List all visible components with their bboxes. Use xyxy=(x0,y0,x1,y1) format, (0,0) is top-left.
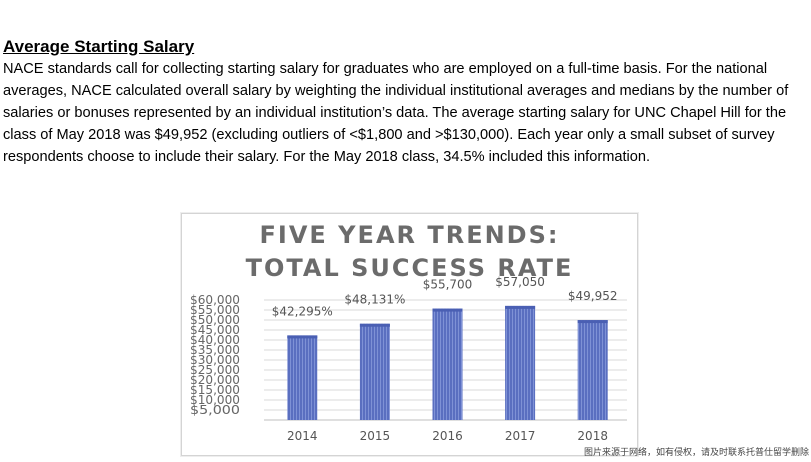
bar xyxy=(505,305,536,420)
y-tick-label: $10,000 xyxy=(190,393,240,407)
bar-top-edge xyxy=(577,320,608,324)
x-tick-label: 2014 xyxy=(287,429,318,443)
bar xyxy=(359,323,390,420)
data-label: $55,700 xyxy=(423,278,473,292)
body-paragraph: NACE standards call for collecting start… xyxy=(3,61,789,165)
data-label: $48,131% xyxy=(344,293,405,307)
document-body: Average Starting Salary NACE standards c… xyxy=(3,36,807,168)
y-tick-label: $50,000 xyxy=(190,313,240,327)
y-tick-label: $40,000 xyxy=(190,333,240,347)
data-label: $42,295% xyxy=(272,304,333,318)
bar xyxy=(577,320,608,420)
data-label: $49,952 xyxy=(568,289,618,303)
chart-plot-area: $60,000$55,000$50,000$45,000$40,000$35,0… xyxy=(190,275,627,443)
bar-top-edge xyxy=(287,335,318,339)
data-label: $57,050 xyxy=(495,275,545,289)
y-tick-label: $15,000 xyxy=(190,383,240,397)
y-tick-label: $25,000 xyxy=(190,363,240,377)
y-tick-label: $30,000 xyxy=(190,353,240,367)
y-tick-label: $5,000 xyxy=(190,403,240,417)
x-tick-label: 2018 xyxy=(577,429,608,443)
bar xyxy=(432,308,463,420)
bar-chart: FIVE YEAR TRENDS: TOTAL SUCCESS RATE $60… xyxy=(181,213,638,456)
bar-top-edge xyxy=(505,305,536,309)
y-tick-label: $35,000 xyxy=(190,343,240,357)
y-tick-label: $55,000 xyxy=(190,303,240,317)
x-tick-label: 2017 xyxy=(505,429,536,443)
y-tick-label: $60,000 xyxy=(190,293,240,307)
y-tick-label: $45,000 xyxy=(190,323,240,337)
watermark-text: 图片来源于网络，如有侵权，请及时联系托普仕留学删除 xyxy=(583,448,809,458)
chart-title-line1: FIVE YEAR TRENDS: xyxy=(259,221,560,249)
bar-top-edge xyxy=(432,308,463,312)
section-heading: Average Starting Salary xyxy=(3,37,195,56)
x-tick-label: 2016 xyxy=(432,429,463,443)
y-tick-label: $20,000 xyxy=(190,373,240,387)
chart-title-line2: TOTAL SUCCESS RATE xyxy=(245,254,574,282)
bar xyxy=(287,335,318,420)
x-tick-label: 2015 xyxy=(360,429,391,443)
bar-top-edge xyxy=(359,323,390,327)
